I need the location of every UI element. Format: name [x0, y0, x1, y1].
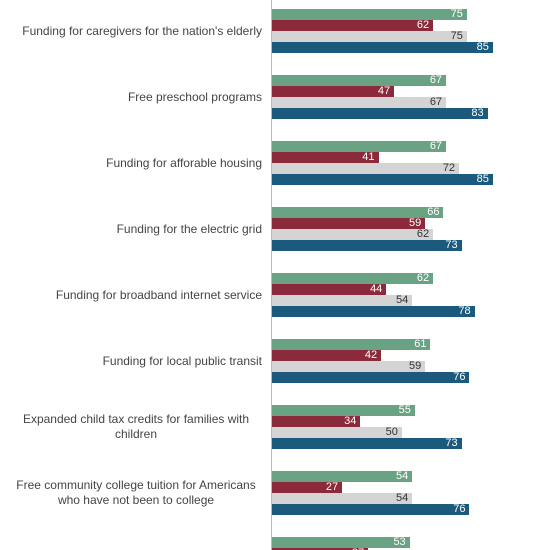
bar: [272, 339, 431, 350]
bar: [272, 152, 379, 163]
category-label: Funding for caregivers for the nation's …: [0, 9, 262, 53]
category-label: Funding for broadband internet service: [0, 273, 262, 317]
value-label: 83: [471, 107, 484, 119]
value-label: 37: [324, 548, 364, 550]
category-text: Free preschool programs: [127, 89, 262, 104]
value-label: 76: [453, 371, 466, 383]
category-text: Funding for afforable housing: [106, 155, 262, 170]
value-label: 42: [364, 349, 378, 361]
value-label: 62: [416, 19, 430, 31]
value-label: 47: [377, 85, 391, 97]
category-text: Funding for local public transit: [102, 353, 262, 368]
category-text: Funding for caregivers for the nation's …: [22, 23, 262, 38]
value-label: 73: [445, 239, 458, 251]
value-label: 67: [429, 140, 443, 152]
bar: [272, 504, 470, 515]
value-label: 76: [453, 503, 466, 515]
bar: [272, 141, 447, 152]
bar: [272, 273, 434, 284]
value-label: 78: [458, 305, 471, 317]
value-label: 50: [385, 426, 398, 438]
category-label: Funding for afforable housing: [0, 141, 262, 185]
value-label: 53: [393, 536, 406, 548]
bar: [272, 405, 415, 416]
bar: [272, 9, 467, 20]
bar: [272, 537, 410, 548]
bar: [272, 86, 395, 97]
value-label: 62: [416, 272, 430, 284]
bar: [272, 306, 475, 317]
bar: [272, 493, 413, 504]
value-label: 67: [429, 96, 443, 108]
axis-line: [271, 0, 272, 550]
bar: [272, 31, 467, 42]
bar: [272, 284, 387, 295]
bar: [272, 207, 444, 218]
bar: [272, 97, 447, 108]
bar: [272, 42, 493, 53]
category-text: Free community college tuition for Ameri…: [16, 478, 256, 507]
bar: [272, 372, 470, 383]
value-label: 59: [409, 360, 422, 372]
value-label: 85: [476, 173, 489, 185]
value-label: 54: [396, 470, 409, 482]
value-label: 72: [442, 162, 456, 174]
value-label: 34: [344, 415, 357, 427]
value-label: 62: [416, 228, 430, 240]
bar: [272, 163, 460, 174]
bar: [272, 75, 447, 86]
value-label: 55: [398, 404, 411, 416]
bar: [272, 471, 413, 482]
category-label: Funding for the electric grid: [0, 207, 262, 251]
bar: [272, 20, 434, 31]
bar: [272, 416, 361, 427]
value-label: 44: [370, 283, 383, 295]
bar: [272, 482, 343, 493]
value-label: 85: [476, 41, 489, 53]
category-text: Expanded child tax credits for families …: [22, 412, 250, 441]
bar: [272, 229, 434, 240]
category-text: Funding for broadband internet service: [55, 287, 262, 302]
bar: [272, 240, 462, 251]
value-label: 41: [362, 151, 375, 163]
value-label: 54: [396, 294, 409, 306]
category-label: Free community college tuition for Ameri…: [0, 471, 262, 515]
bar: [272, 295, 413, 306]
value-label: 75: [450, 30, 463, 42]
bar: [272, 548, 369, 550]
value-label: 27: [325, 481, 339, 493]
value-label: 54: [396, 492, 409, 504]
bar: [272, 218, 426, 229]
category-label: Free preschool programs: [0, 75, 262, 119]
category-text: Funding for the electric grid: [116, 221, 262, 236]
bar: [272, 350, 382, 361]
bar: [272, 361, 426, 372]
value-label: 67: [429, 74, 443, 86]
bar: [272, 427, 402, 438]
category-label: Expanded child tax credits for families …: [0, 405, 262, 449]
value-label: 66: [427, 206, 440, 218]
bar: [272, 108, 488, 119]
value-label: 61: [414, 338, 427, 350]
category-label: Funding for local public transit: [0, 339, 262, 383]
value-label: 59: [409, 217, 422, 229]
value-label: 73: [445, 437, 458, 449]
bar: [272, 438, 462, 449]
value-label: 75: [450, 8, 463, 20]
bar: [272, 174, 493, 185]
